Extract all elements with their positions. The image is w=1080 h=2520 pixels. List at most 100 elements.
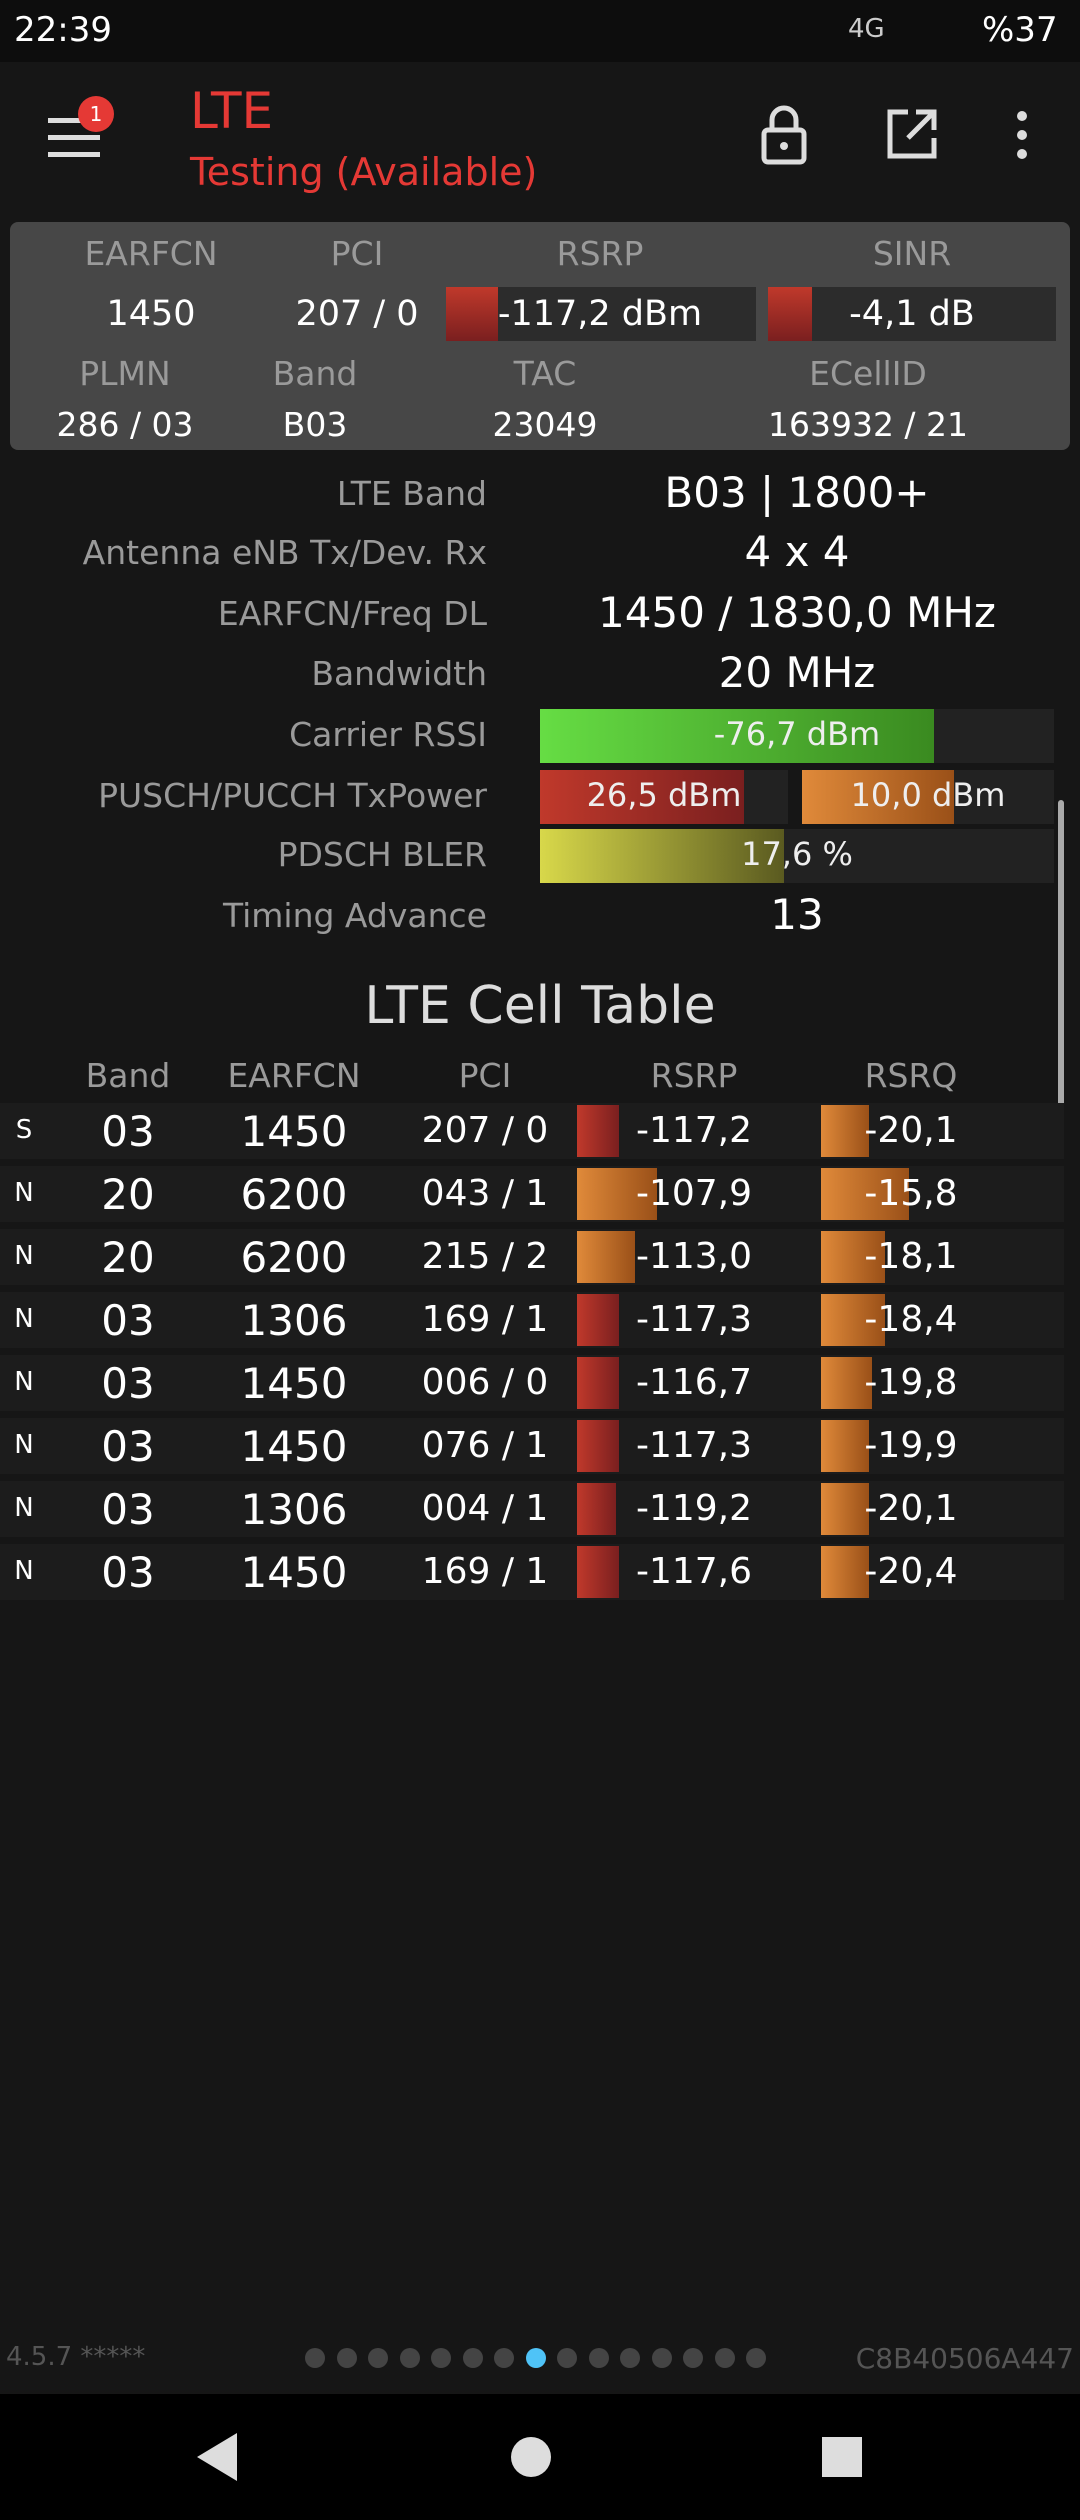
bar (821, 1357, 873, 1409)
page-dot[interactable] (368, 2348, 388, 2368)
page-dot[interactable] (746, 2348, 766, 2368)
cell-rsrp: -116,7 (635, 1362, 753, 1403)
cell-rsrp: -117,3 (635, 1299, 753, 1340)
page-dot[interactable] (462, 2348, 483, 2368)
row-bg (0, 1292, 1064, 1348)
detail-value: 4 x 4 (744, 527, 850, 576)
cell-band: 20 (101, 1233, 155, 1282)
row-bg (0, 1229, 1064, 1285)
cell-band: 03 (101, 1485, 155, 1534)
cell-rsrp: -117,6 (635, 1551, 753, 1592)
row-bg (0, 1355, 1064, 1411)
cell-band: 03 (101, 1548, 155, 1597)
more-button[interactable] (1008, 108, 1036, 164)
page-dot[interactable] (620, 2348, 640, 2368)
summary-header: ECellID (809, 354, 927, 393)
cell-rsrp: -117,3 (635, 1425, 753, 1466)
page-dot[interactable] (651, 2348, 672, 2368)
detail-value: 10,0 dBm (850, 776, 1006, 814)
detail-value: 13 (770, 890, 824, 939)
row-bg (0, 1418, 1064, 1474)
bar (821, 1105, 870, 1157)
cell-earfcn: 1450 (240, 1107, 348, 1156)
summary-header: SINR (872, 234, 952, 273)
cell-pci: 169 / 1 (421, 1551, 549, 1592)
cell-rsrp: -113,0 (635, 1236, 753, 1277)
cell-pci: 006 / 0 (421, 1362, 549, 1403)
page-dot[interactable] (683, 2348, 703, 2368)
rsrp-track (446, 287, 756, 341)
cell-rsrq: -18,4 (864, 1299, 958, 1340)
status-bar (0, 0, 1080, 62)
summary-header: EARFCN (84, 234, 218, 273)
cell-rsrp: -117,2 (635, 1110, 753, 1151)
page-dot[interactable] (399, 2348, 420, 2368)
bar (821, 1546, 870, 1598)
cell-pci: 076 / 1 (421, 1425, 549, 1466)
nav-icons (197, 2433, 862, 2481)
cell-type: N (14, 1493, 34, 1523)
bar (821, 1294, 886, 1346)
summary-value: 1450 (106, 294, 196, 334)
page-dot[interactable] (714, 2348, 735, 2368)
cell-earfcn: 1450 (240, 1422, 348, 1471)
scrollbar (1058, 800, 1064, 1106)
page-dot[interactable] (305, 2348, 325, 2368)
cell-pci: 004 / 1 (421, 1488, 549, 1529)
column-header: Band (85, 1056, 171, 1095)
page-dot[interactable] (336, 2348, 357, 2368)
bar (540, 770, 744, 824)
badge: 1 (78, 96, 114, 132)
bar (577, 1420, 619, 1472)
summary-value: 163932 / 21 (767, 405, 969, 444)
bar (577, 1231, 635, 1283)
cell-band: 03 (101, 1422, 155, 1471)
detail-label: Bandwidth (311, 654, 487, 693)
detail-value: 20 MHz (718, 648, 876, 697)
bar (577, 1168, 658, 1220)
row-bg (0, 1481, 1064, 1537)
detail-label: Timing Advance (222, 896, 487, 935)
summary-value: 286 / 03 (56, 405, 194, 444)
cell-type: S (15, 1115, 33, 1145)
cell-earfcn: 1306 (240, 1485, 348, 1534)
share-button[interactable] (884, 106, 940, 162)
cell-pci: 215 / 2 (421, 1236, 549, 1277)
bar (821, 1168, 910, 1220)
table-title: LTE Cell Table (364, 976, 716, 1036)
summary-header: Band (272, 354, 358, 393)
bar (577, 1357, 619, 1409)
page-dot[interactable] (431, 2348, 451, 2368)
page-dot[interactable] (588, 2348, 609, 2368)
nav-bar (0, 2394, 1080, 2520)
subtitle: Testing (Available) (190, 150, 538, 194)
page-dot[interactable] (494, 2348, 514, 2368)
cell-earfcn: 1450 (240, 1548, 348, 1597)
page-dot[interactable] (557, 2348, 577, 2368)
menu-button[interactable] (48, 118, 100, 157)
cell-type: N (14, 1367, 34, 1397)
bar (802, 770, 954, 824)
cell-rsrq: -20,4 (864, 1551, 958, 1592)
detail-value: 26,5 dBm (586, 776, 742, 814)
lock-button[interactable] (756, 104, 816, 168)
device-id: C8B40506A447 (855, 2342, 1074, 2375)
page-dot[interactable] (525, 2348, 546, 2368)
summary-value: 207 / 0 (295, 294, 419, 334)
detail-value: 17,6 % (741, 835, 853, 873)
cell-pci: 207 / 0 (421, 1110, 549, 1151)
cell-rsrq: -19,9 (864, 1425, 958, 1466)
summary-value: B03 (282, 405, 348, 444)
cell-rsrp: -119,2 (635, 1488, 753, 1529)
cell-rsrq: -20,1 (864, 1488, 958, 1529)
cell-band: 03 (101, 1296, 155, 1345)
summary-value: -4,1 dB (849, 294, 975, 334)
version: 4.5.7 ***** (6, 2342, 146, 2372)
bar (577, 1105, 619, 1157)
summary-value: -117,2 dBm (497, 294, 703, 334)
battery: %37 (982, 10, 1058, 50)
cell-type: N (14, 1241, 34, 1271)
column-header: EARFCN (227, 1056, 361, 1095)
bar (540, 709, 934, 763)
summary-header: PCI (330, 234, 384, 273)
